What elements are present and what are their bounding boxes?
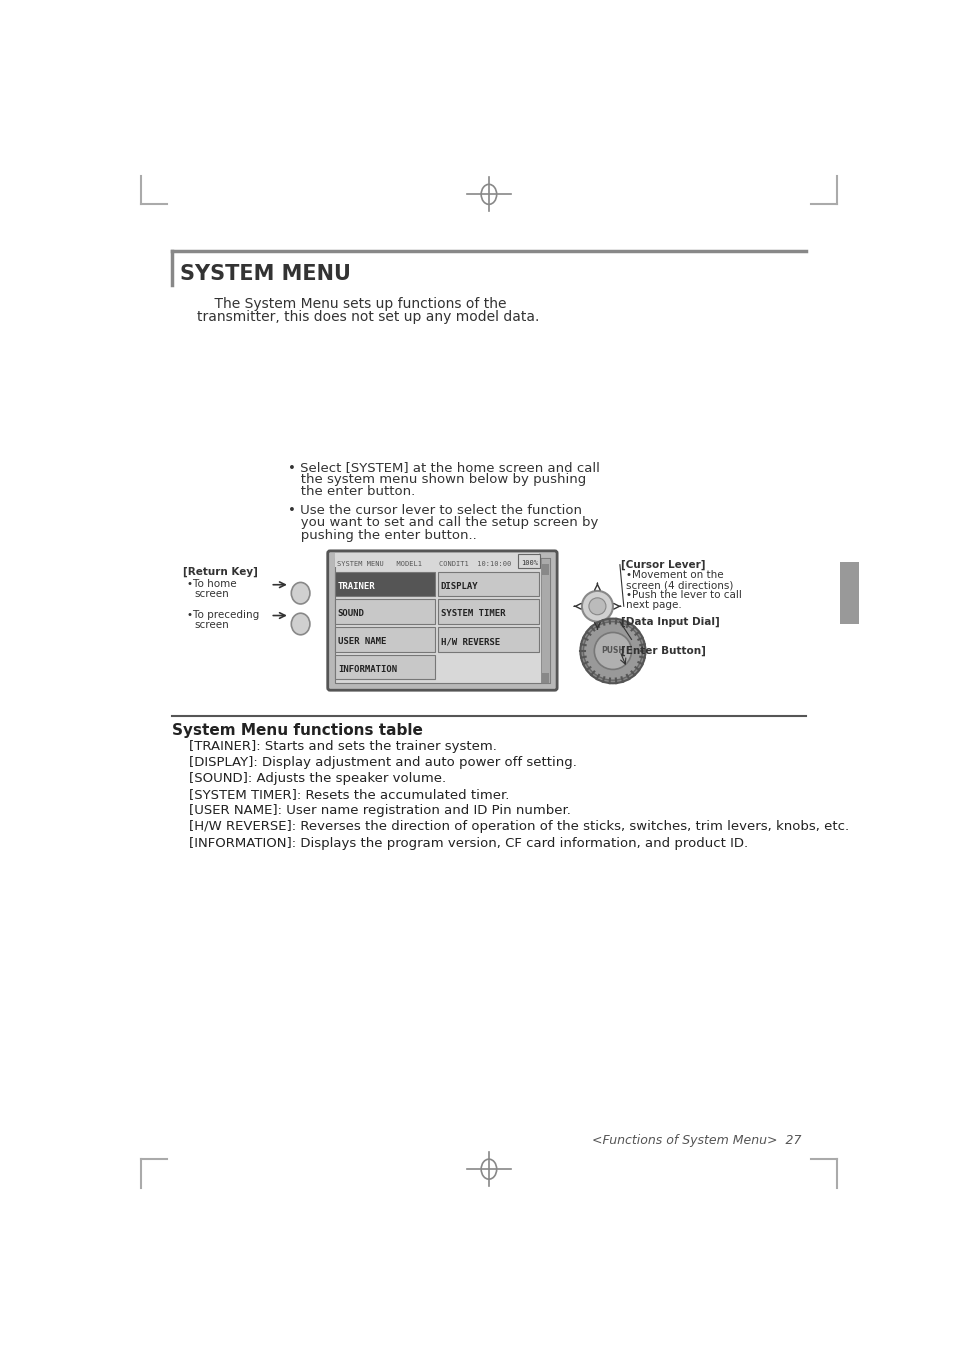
FancyBboxPatch shape <box>437 599 537 624</box>
FancyBboxPatch shape <box>328 551 557 690</box>
Text: [H/W REVERSE]: Reverses the direction of operation of the sticks, switches, trim: [H/W REVERSE]: Reverses the direction of… <box>189 821 848 833</box>
Text: the enter button.: the enter button. <box>288 486 415 498</box>
Text: [DISPLAY]: Display adjustment and auto power off setting.: [DISPLAY]: Display adjustment and auto p… <box>189 756 577 768</box>
Text: PUSH: PUSH <box>600 647 624 656</box>
Text: next page.: next page. <box>625 601 681 610</box>
Text: screen: screen <box>194 590 229 599</box>
FancyBboxPatch shape <box>335 554 538 567</box>
FancyBboxPatch shape <box>541 564 549 575</box>
Text: SYSTEM TIMER: SYSTEM TIMER <box>440 609 505 618</box>
Text: [Return Key]: [Return Key] <box>183 566 257 576</box>
Text: [USER NAME]: User name registration and ID Pin number.: [USER NAME]: User name registration and … <box>189 805 570 817</box>
Text: SOUND: SOUND <box>337 609 364 618</box>
Text: •To preceding: •To preceding <box>187 610 258 620</box>
Text: [INFORMATION]: Displays the program version, CF card information, and product ID: [INFORMATION]: Displays the program vers… <box>189 837 747 849</box>
Text: USER NAME: USER NAME <box>337 637 386 647</box>
FancyBboxPatch shape <box>541 672 549 683</box>
FancyBboxPatch shape <box>540 558 550 683</box>
Text: DISPLAY: DISPLAY <box>440 582 478 591</box>
Text: <Functions of System Menu>  27: <Functions of System Menu> 27 <box>591 1134 801 1146</box>
Text: •Movement on the: •Movement on the <box>625 570 723 580</box>
Ellipse shape <box>588 598 605 614</box>
Ellipse shape <box>579 618 645 683</box>
Text: INFORMATION: INFORMATION <box>337 666 396 674</box>
FancyBboxPatch shape <box>437 571 537 597</box>
Text: [SYSTEM TIMER]: Resets the accumulated timer.: [SYSTEM TIMER]: Resets the accumulated t… <box>189 788 509 801</box>
Ellipse shape <box>291 582 310 603</box>
Text: screen (4 directions): screen (4 directions) <box>625 580 733 590</box>
Text: SYSTEM MENU: SYSTEM MENU <box>179 263 350 284</box>
Text: pushing the enter button..: pushing the enter button.. <box>288 528 476 541</box>
Text: [Data Input Dial]: [Data Input Dial] <box>620 617 720 626</box>
FancyBboxPatch shape <box>335 628 435 652</box>
Text: you want to set and call the setup screen by: you want to set and call the setup scree… <box>288 516 598 529</box>
Text: the system menu shown below by pushing: the system menu shown below by pushing <box>288 472 586 486</box>
Text: • Select [SYSTEM] at the home screen and call: • Select [SYSTEM] at the home screen and… <box>288 460 599 474</box>
Text: [Enter Button]: [Enter Button] <box>620 645 705 656</box>
Ellipse shape <box>594 632 631 670</box>
Text: • Use the cursor lever to select the function: • Use the cursor lever to select the fun… <box>288 504 581 517</box>
Text: System Menu functions table: System Menu functions table <box>172 722 422 737</box>
Text: 100%: 100% <box>520 560 537 566</box>
Text: SYSTEM MENU   MODEL1    CONDIT1  10:10:00: SYSTEM MENU MODEL1 CONDIT1 10:10:00 <box>336 562 511 567</box>
Text: H/W REVERSE: H/W REVERSE <box>440 637 499 647</box>
Text: •To home: •To home <box>187 579 236 590</box>
Ellipse shape <box>291 613 310 634</box>
FancyBboxPatch shape <box>517 554 539 568</box>
FancyBboxPatch shape <box>335 655 435 679</box>
FancyBboxPatch shape <box>335 558 550 683</box>
Ellipse shape <box>581 591 612 622</box>
Text: [SOUND]: Adjusts the speaker volume.: [SOUND]: Adjusts the speaker volume. <box>189 772 446 784</box>
Text: •Push the lever to call: •Push the lever to call <box>625 590 741 601</box>
Text: [TRAINER]: Starts and sets the trainer system.: [TRAINER]: Starts and sets the trainer s… <box>189 740 497 752</box>
Text: screen: screen <box>194 620 229 630</box>
Text: TRAINER: TRAINER <box>337 582 375 591</box>
Text: The System Menu sets up functions of the: The System Menu sets up functions of the <box>196 297 506 310</box>
FancyBboxPatch shape <box>335 571 435 597</box>
Ellipse shape <box>583 622 641 680</box>
FancyBboxPatch shape <box>335 599 435 624</box>
Text: [Cursor Lever]: [Cursor Lever] <box>620 559 705 570</box>
FancyBboxPatch shape <box>840 563 858 624</box>
FancyBboxPatch shape <box>437 628 537 652</box>
Text: transmitter, this does not set up any model data.: transmitter, this does not set up any mo… <box>196 310 538 324</box>
